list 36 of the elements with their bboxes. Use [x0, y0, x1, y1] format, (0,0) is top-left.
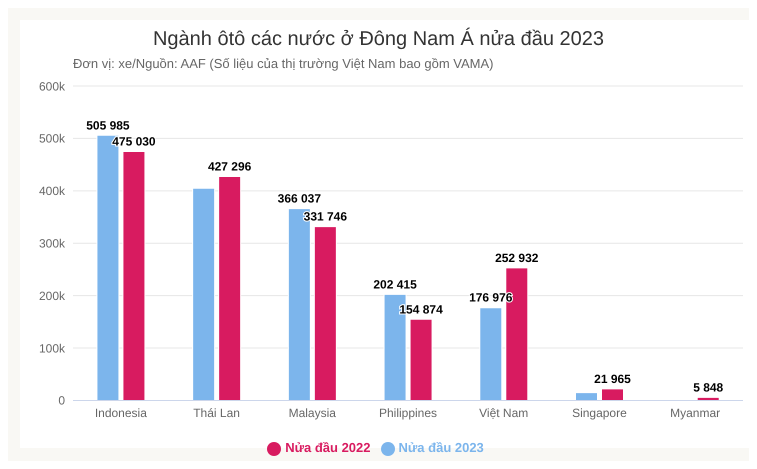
bar — [601, 388, 624, 400]
y-tick-label: 500k — [38, 132, 66, 146]
x-tick-label: Indonesia — [94, 406, 148, 420]
y-tick-label: 600k — [38, 79, 66, 94]
x-tick-label: Singapore — [572, 406, 628, 420]
y-tick-label: 200k — [38, 288, 66, 303]
x-tick-label: Myanmar — [670, 406, 720, 420]
bar — [410, 318, 433, 400]
data-label: 331 746 — [304, 210, 348, 224]
data-label: 202 415 — [373, 277, 418, 292]
bar — [314, 226, 337, 400]
chart-title: Ngành ôtô các nước ở Đông Nam Á nửa đầu 2023 — [152, 28, 606, 51]
y-tick-label: 300k — [38, 236, 66, 250]
legend-label: Nửa đầu 2022 — [285, 440, 370, 456]
bar — [479, 307, 502, 400]
data-label: 366 037 — [278, 192, 322, 206]
data-label: 475 030 — [112, 134, 156, 148]
y-tick-label: 100k — [38, 341, 66, 356]
data-label: 5 848 — [693, 380, 724, 394]
bar — [575, 392, 598, 400]
bar — [192, 188, 216, 400]
x-tick-label: Philippines — [378, 406, 438, 420]
bar — [122, 150, 146, 400]
data-label: 427 296 — [208, 160, 252, 174]
x-tick-label: Thái Lan — [193, 406, 240, 420]
x-tick-label: Malaysia — [288, 406, 336, 420]
legend-label: Nửa đầu 2023 — [398, 440, 484, 456]
data-label: 154 874 — [399, 302, 444, 316]
bar — [218, 176, 242, 400]
data-label: 505 985 — [86, 118, 130, 132]
y-tick-label: 0 — [58, 394, 66, 408]
y-tick-label: 400k — [38, 184, 66, 198]
chart-subtitle: Đơn vị: xe/Nguồn: AAF (Số liệu của thị trường Việt Nam bao gồm VAMA) — [73, 56, 494, 71]
data-label: 21 965 — [594, 372, 632, 386]
data-label: 252 932 — [495, 250, 539, 265]
x-tick-label: Việt Nam — [479, 406, 528, 420]
